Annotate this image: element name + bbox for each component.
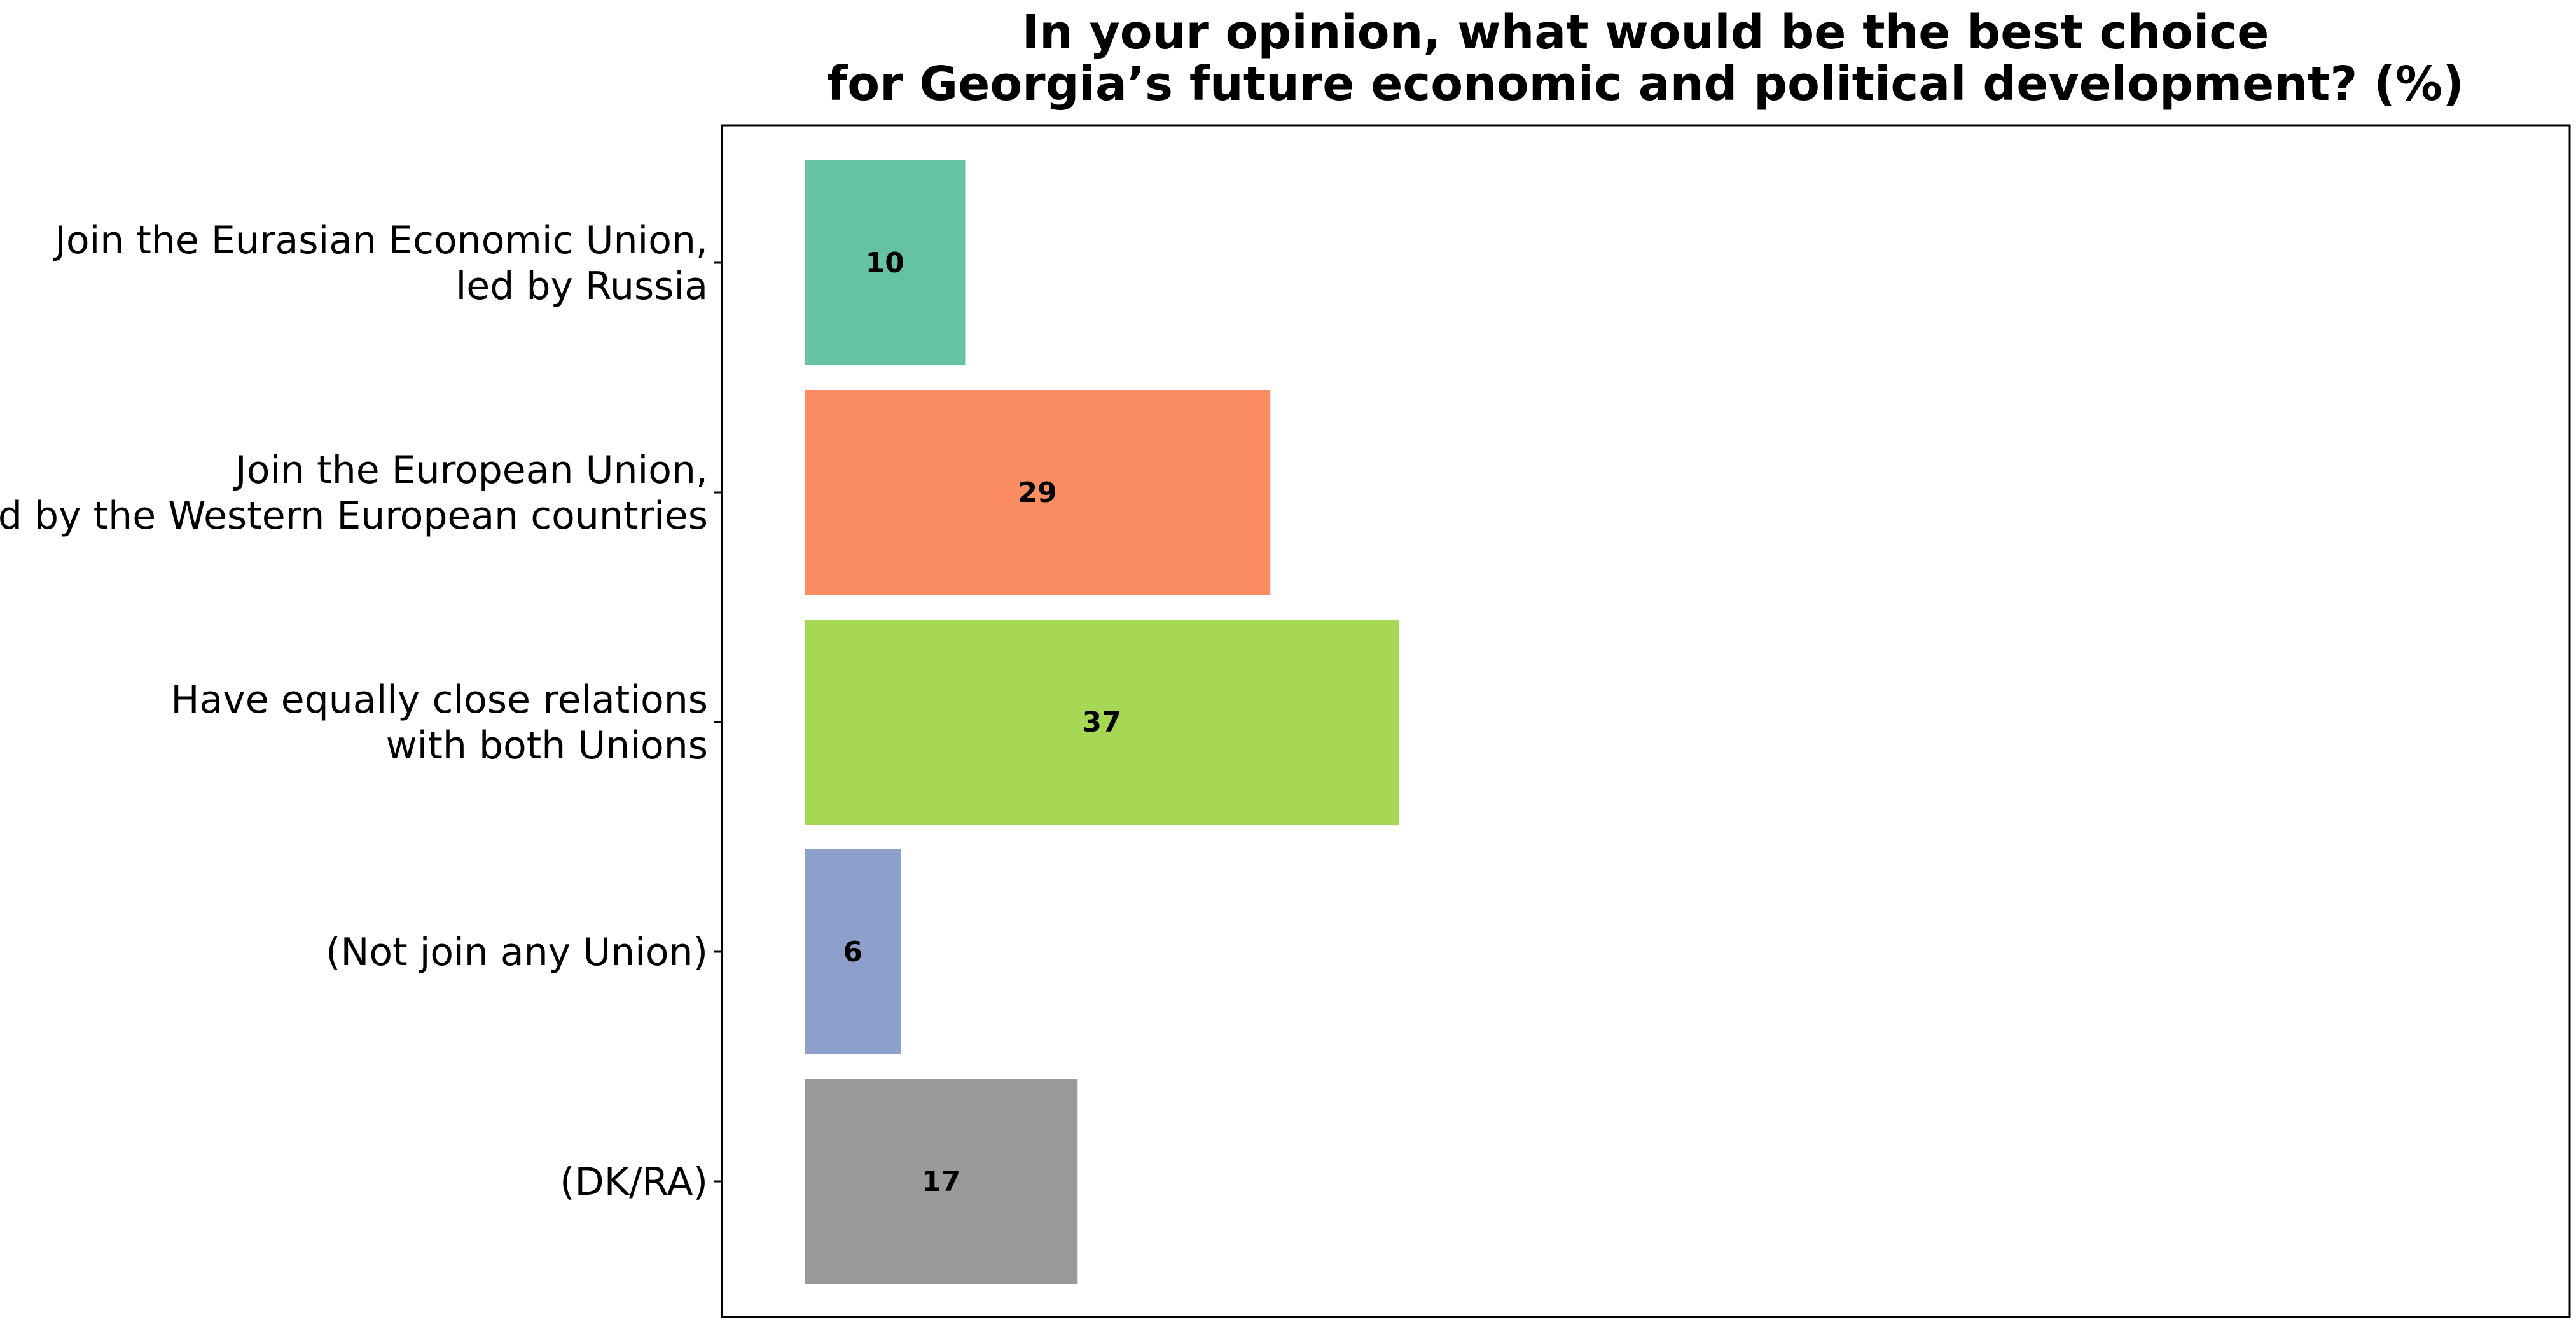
bar bbox=[805, 849, 901, 1054]
bar bbox=[805, 1079, 1078, 1284]
chart-title-line: In your opinion, what would be the best … bbox=[1022, 5, 2269, 60]
bar-value-label: 10 bbox=[866, 247, 904, 279]
bar bbox=[805, 160, 966, 365]
y-tick-label: (Not join any Union) bbox=[326, 930, 708, 975]
chart-title-line: for Georgia’s future economic and politi… bbox=[827, 57, 2464, 111]
bar-value-label: 37 bbox=[1083, 706, 1121, 739]
bar-value-label: 6 bbox=[843, 936, 862, 968]
bar-value-label: 17 bbox=[922, 1166, 960, 1198]
bar-value-label: 29 bbox=[1018, 477, 1057, 509]
y-tick-label: Have equally close relations with both Un… bbox=[170, 678, 708, 768]
y-tick-label: (DK/RA) bbox=[560, 1160, 708, 1204]
chart-title: In your opinion, what would be the best … bbox=[827, 5, 2464, 111]
category-labels: Join the Eurasian Economic Union, led by … bbox=[0, 218, 722, 1204]
bar bbox=[805, 620, 1399, 825]
y-tick-label: Join the Eurasian Economic Union, led by … bbox=[52, 218, 708, 309]
bar bbox=[805, 390, 1271, 595]
y-tick-label: Join the European Union, led by the Weste… bbox=[0, 448, 708, 538]
bars: 10 29 37 6 17 bbox=[805, 160, 1399, 1284]
